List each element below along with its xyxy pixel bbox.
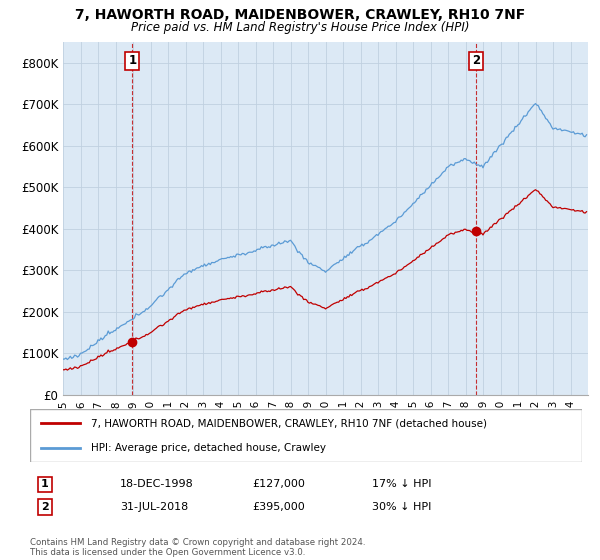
Text: Contains HM Land Registry data © Crown copyright and database right 2024.
This d: Contains HM Land Registry data © Crown c… (30, 538, 365, 557)
Text: 7, HAWORTH ROAD, MAIDENBOWER, CRAWLEY, RH10 7NF: 7, HAWORTH ROAD, MAIDENBOWER, CRAWLEY, R… (75, 8, 525, 22)
FancyBboxPatch shape (30, 409, 582, 462)
Text: Price paid vs. HM Land Registry's House Price Index (HPI): Price paid vs. HM Land Registry's House … (131, 21, 469, 34)
Text: 30% ↓ HPI: 30% ↓ HPI (372, 502, 431, 512)
Text: 1: 1 (128, 54, 136, 67)
Text: 2: 2 (472, 54, 480, 67)
Text: HPI: Average price, detached house, Crawley: HPI: Average price, detached house, Craw… (91, 442, 326, 452)
Text: 31-JUL-2018: 31-JUL-2018 (120, 502, 188, 512)
Text: 2: 2 (41, 502, 49, 512)
Text: 1: 1 (41, 479, 49, 489)
Text: £127,000: £127,000 (252, 479, 305, 489)
Text: 7, HAWORTH ROAD, MAIDENBOWER, CRAWLEY, RH10 7NF (detached house): 7, HAWORTH ROAD, MAIDENBOWER, CRAWLEY, R… (91, 418, 487, 428)
Text: 18-DEC-1998: 18-DEC-1998 (120, 479, 194, 489)
Text: 17% ↓ HPI: 17% ↓ HPI (372, 479, 431, 489)
Text: £395,000: £395,000 (252, 502, 305, 512)
